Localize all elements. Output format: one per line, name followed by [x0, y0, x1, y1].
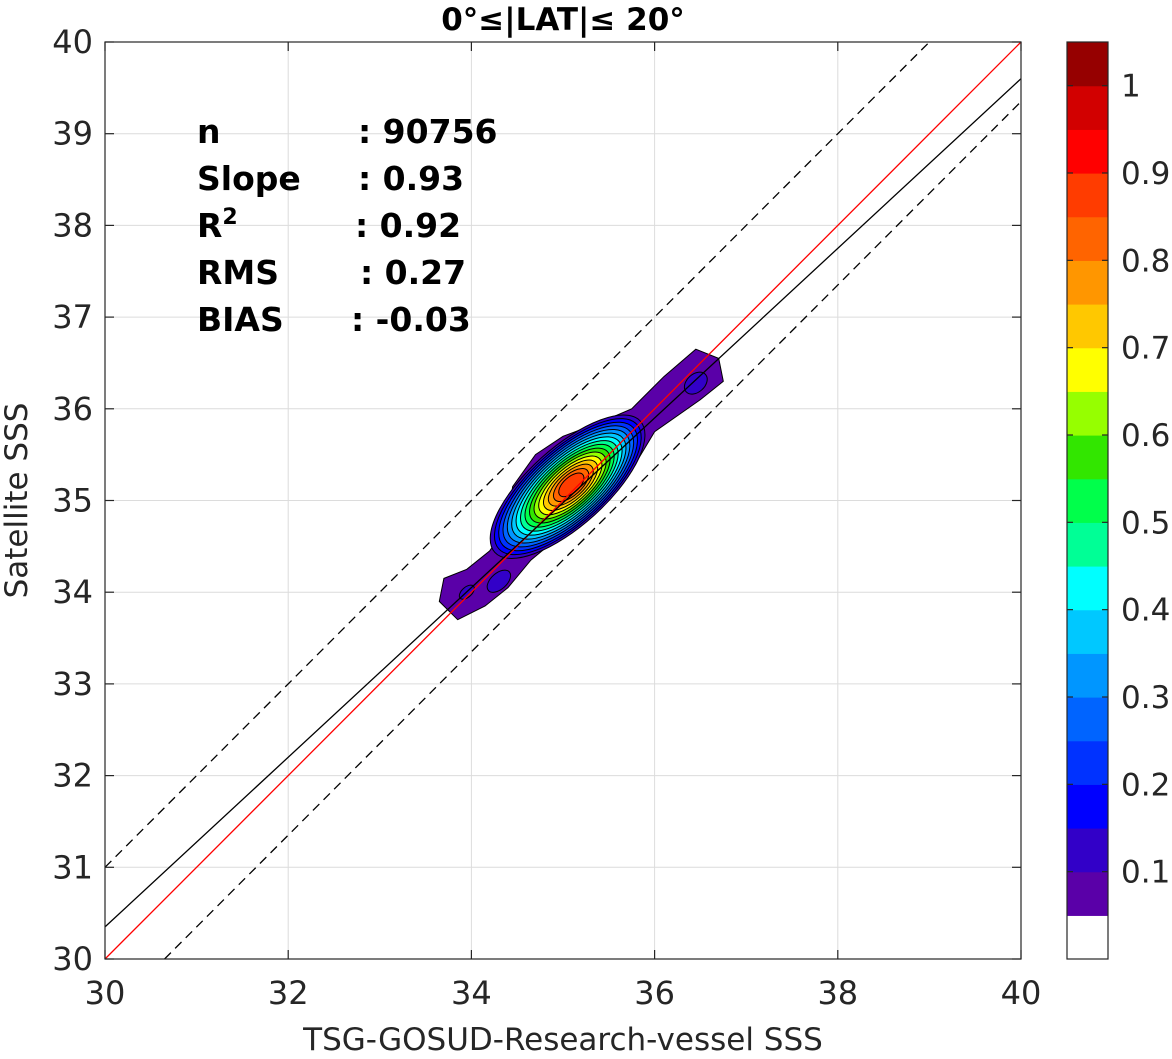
stat-label-superscript: 2 [222, 205, 237, 230]
y-tick-label: 34 [52, 573, 93, 611]
colorbar-segment [1067, 435, 1108, 480]
stat-value: : 90756 [358, 112, 498, 151]
colorbar-segment [1067, 216, 1108, 261]
stat-value: : 0.92 [355, 206, 461, 245]
x-tick-label: 34 [451, 974, 492, 1012]
contour-band [683, 371, 708, 395]
y-tick-label: 38 [52, 206, 93, 244]
colorbar-segment [1067, 915, 1108, 960]
y-tick-label: 33 [52, 665, 93, 703]
colorbar-frame [1066, 41, 1109, 960]
lower-bound-line [164, 101, 1022, 960]
colorbar-segment [1067, 609, 1108, 654]
colorbar: 0.1 0.2 0.3 0.4 0.5 0.6 0.7 0.8 0.9 1 [1066, 41, 1170, 960]
y-axis-label: Satellite SSS [0, 403, 35, 599]
colorbar-segment [1067, 828, 1108, 873]
colorbar-tick-label: 0.6 [1121, 418, 1170, 454]
stat-value: : 0.27 [360, 253, 466, 292]
x-tick-label: 30 [85, 974, 126, 1012]
y-tick-label: 35 [52, 482, 93, 520]
colorbar-segment [1067, 740, 1108, 785]
x-axis-label: TSG-GOSUD-Research-vessel SSS [302, 1022, 823, 1055]
colorbar-segment [1067, 85, 1108, 130]
reference-lines [104, 41, 1022, 960]
x-tick-label: 36 [634, 974, 675, 1012]
stat-value: : -0.03 [351, 300, 471, 339]
colorbar-tick-label: 0.7 [1121, 331, 1170, 367]
x-tick-label: 40 [1001, 974, 1042, 1012]
y-tick-label: 37 [52, 298, 93, 336]
colorbar-segment [1067, 347, 1108, 392]
y-tick-label: 32 [52, 757, 93, 795]
one-to-one-line [104, 41, 1022, 960]
colorbar-tick-label: 0.8 [1121, 243, 1170, 279]
density-contours [438, 348, 724, 621]
colorbar-segment [1067, 129, 1108, 174]
colorbar-segment [1067, 784, 1108, 829]
stat-label: RMS [197, 253, 279, 292]
y-tick-label: 36 [52, 390, 93, 428]
colorbar-tick-label: 0.3 [1121, 680, 1170, 716]
colorbar-segment [1067, 42, 1108, 87]
x-tick-label: 32 [268, 974, 309, 1012]
stat-label: BIAS [197, 300, 284, 339]
colorbar-segment [1067, 871, 1108, 916]
colorbar-tick-label: 0.5 [1121, 505, 1170, 541]
colorbar-segment [1067, 478, 1108, 523]
axis-ticks: 30 32 34 36 38 40 30 31 32 33 34 35 36 37 38 39 40 [52, 23, 1041, 1012]
colorbar-tick-label: 1 [1121, 69, 1141, 105]
colorbar-tick-label: 0.4 [1121, 593, 1170, 629]
statistics-annotation: n : 90756 Slope : 0.93 R2 : 0.92 RMS : 0.27 BIAS… [197, 112, 498, 339]
regression-line [104, 78, 1022, 928]
colorbar-segment [1067, 260, 1108, 305]
colorbar-tick-label: 0.1 [1121, 855, 1170, 891]
colorbar-segment [1067, 697, 1108, 742]
colorbar-segment [1067, 653, 1108, 698]
colorbar-segment [1067, 304, 1108, 349]
stat-label: R2 [197, 205, 238, 245]
colorbar-segment [1067, 173, 1108, 218]
colorbar-segment [1067, 522, 1108, 567]
colorbar-tick-label: 0.9 [1121, 156, 1170, 192]
stat-label: Slope [197, 159, 301, 198]
x-tick-label: 38 [817, 974, 858, 1012]
contour-band [486, 569, 512, 593]
colorbar-segment [1067, 391, 1108, 436]
y-tick-label: 40 [52, 23, 93, 61]
stat-value: : 0.93 [358, 159, 464, 198]
colorbar-tick-label: 0.2 [1121, 767, 1170, 803]
chart-title: 0°≤|LAT|≤ 20° [441, 2, 685, 38]
y-tick-label: 30 [52, 940, 93, 978]
colorbar-segment [1067, 566, 1108, 611]
y-tick-label: 39 [52, 115, 93, 153]
stat-label: n [197, 112, 221, 151]
y-tick-label: 31 [52, 848, 93, 886]
